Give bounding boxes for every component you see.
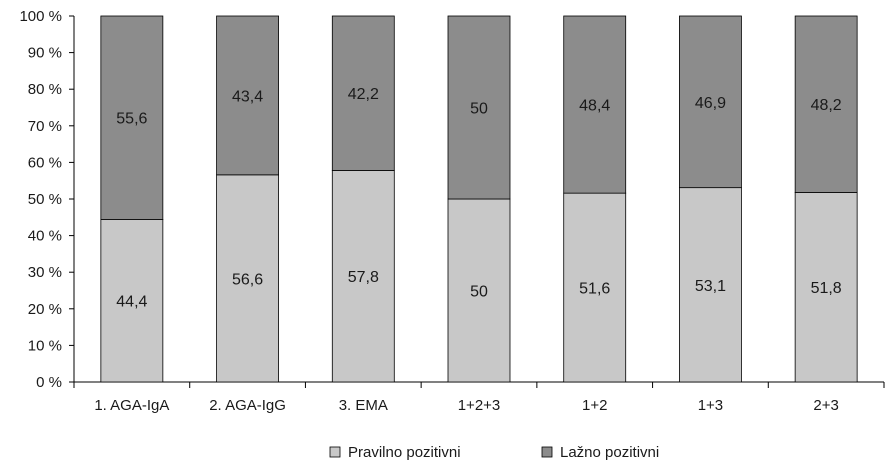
bar-segment-lazno [447, 15, 511, 200]
legend: Pravilno pozitivni Lažno pozitivni [329, 444, 659, 461]
bar-segment-lazno [216, 15, 279, 176]
legend-swatch-lazno [541, 446, 553, 458]
data-label: 48,2 [811, 97, 842, 114]
category-label: 1+2 [582, 397, 607, 414]
y-tick-label: 70 % [28, 118, 62, 135]
category-label: 3. EMA [339, 397, 388, 414]
legend-label: Lažno pozitivni [560, 444, 659, 461]
y-tick-label: 30 % [28, 264, 62, 281]
category-label: 2. AGA-IgG [209, 397, 286, 414]
bar-segment-lazno [100, 15, 164, 220]
data-label: 51,6 [579, 281, 610, 298]
y-tick-label: 0 % [36, 374, 62, 391]
y-tick-label: 50 % [28, 191, 62, 208]
data-label: 57,8 [348, 269, 379, 286]
data-label: 56,6 [232, 271, 263, 288]
data-label: 50 [470, 284, 488, 301]
bar-segment-pravilno [563, 192, 627, 383]
bar-segment-lazno [679, 15, 742, 189]
category-label: 1+2+3 [458, 397, 501, 414]
y-tick-label: 40 % [28, 228, 62, 245]
data-label: 51,8 [811, 280, 842, 297]
bar-segment-lazno [331, 15, 395, 171]
data-label: 55,6 [116, 111, 147, 128]
category-label: 2+3 [813, 397, 838, 414]
data-label: 44,4 [116, 294, 147, 311]
category-label: 1. AGA-IgA [94, 397, 169, 414]
bar-segment-pravilno [331, 170, 395, 383]
y-tick-label: 80 % [28, 81, 62, 98]
y-tick-labels: 0 % 10 % 20 % 30 % 40 % 50 % 60 % 70 % 80 % 90 % 1… [19, 8, 62, 391]
category-label: 1+3 [698, 397, 723, 414]
x-category-labels: 1. AGA-IgA 2. AGA-IgG 3. EMA 1+2+3 1+2 1+3 2+3 [94, 397, 839, 414]
data-label: 42,2 [348, 86, 379, 103]
bars [100, 15, 858, 383]
y-tick-label: 60 % [28, 154, 62, 171]
bar-segment-pravilno [447, 198, 511, 383]
data-label: 43,4 [232, 88, 263, 105]
bar-segment-pravilno [216, 174, 279, 383]
data-label: 53,1 [695, 278, 726, 295]
data-label: 48,4 [579, 98, 610, 115]
y-tick-label: 100 % [19, 8, 62, 25]
y-tick-label: 10 % [28, 337, 62, 354]
y-tick-label: 20 % [28, 301, 62, 318]
data-label: 46,9 [695, 95, 726, 112]
legend-swatch-pravilno [329, 446, 341, 458]
legend-label: Pravilno pozitivni [348, 444, 461, 461]
bar-segment-lazno [794, 15, 858, 193]
bar-segment-pravilno [100, 219, 164, 383]
y-tick-label: 90 % [28, 45, 62, 62]
data-labels: 44,4 55,6 56,6 43,4 57,8 42,2 50 50 51,6 48,4 53,1… [116, 86, 842, 311]
data-label: 50 [470, 101, 488, 118]
bar-segment-lazno [563, 15, 627, 194]
